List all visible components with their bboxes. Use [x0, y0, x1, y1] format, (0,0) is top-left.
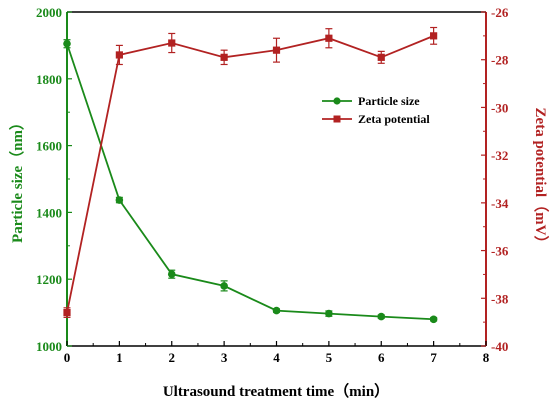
data-point: [115, 196, 124, 204]
series-line: [66, 35, 434, 313]
data-point: [63, 309, 71, 317]
y-left-tick-label: 1000: [36, 339, 62, 354]
ticks: 0 1 2 3 4 5 6 7 8 1000 1200 1400 1600 1800 2000 -40 -38 -…: [36, 5, 509, 365]
y-right-tick-label: -34: [491, 196, 509, 211]
y-left-tick-label: 1200: [36, 272, 62, 287]
y-left-tick-label: 2000: [36, 5, 62, 20]
series-line: [66, 43, 434, 321]
x-tick-label: 6: [378, 350, 385, 365]
data-point: [325, 34, 333, 42]
x-tick-label: 0: [64, 350, 71, 365]
legend-marker-circle: [333, 97, 341, 105]
series-particle-size: [63, 39, 438, 324]
y-left-tick-label: 1400: [36, 205, 62, 220]
y-left-tick-label: 1800: [36, 72, 62, 87]
data-point: [272, 306, 281, 315]
y-right-tick-label: -40: [491, 339, 508, 354]
y-left-tick-label: 1600: [36, 139, 62, 154]
legend-label-zeta-potential: Zeta potential: [358, 112, 430, 126]
legend-marker-square: [333, 115, 341, 123]
data-point: [168, 39, 176, 47]
x-tick-label: 4: [273, 350, 280, 365]
y-right-tick-label: -30: [491, 100, 508, 115]
legend: Particle size Zeta potential: [322, 94, 430, 126]
legend-item-particle-size: Particle size: [322, 94, 420, 108]
data-point: [325, 309, 333, 318]
x-tick-label: 2: [169, 350, 176, 365]
series: [63, 26, 438, 324]
y-right-tick-label: -38: [491, 291, 509, 306]
legend-label-particle-size: Particle size: [358, 94, 420, 108]
x-tick-label: 7: [430, 350, 437, 365]
x-tick-label: 3: [221, 350, 228, 365]
data-point: [377, 53, 385, 61]
data-point: [167, 270, 176, 278]
data-point: [63, 39, 71, 48]
data-point: [430, 32, 438, 40]
data-point: [115, 51, 123, 59]
data-point: [220, 282, 228, 290]
y-right-tick-label: -32: [491, 148, 508, 163]
y-axis-right-title: Zeta potential（mV）: [532, 108, 550, 251]
x-tick-label: 5: [326, 350, 333, 365]
x-axis-title: Ultrasound treatment time（min）: [163, 382, 389, 400]
y-axis-left-title: Particle size（nm）: [8, 115, 26, 243]
data-point: [272, 46, 281, 54]
data-point: [377, 312, 386, 321]
legend-item-zeta-potential: Zeta potential: [322, 112, 430, 126]
y-right-tick-label: -26: [491, 5, 509, 20]
y-right-tick-label: -36: [491, 244, 509, 259]
x-tick-label: 1: [116, 350, 123, 365]
data-point: [429, 315, 438, 324]
x-tick-label: 8: [483, 350, 490, 365]
data-point: [220, 53, 228, 61]
y-right-tick-label: -28: [491, 53, 509, 68]
series-zeta-potential: [63, 26, 438, 318]
